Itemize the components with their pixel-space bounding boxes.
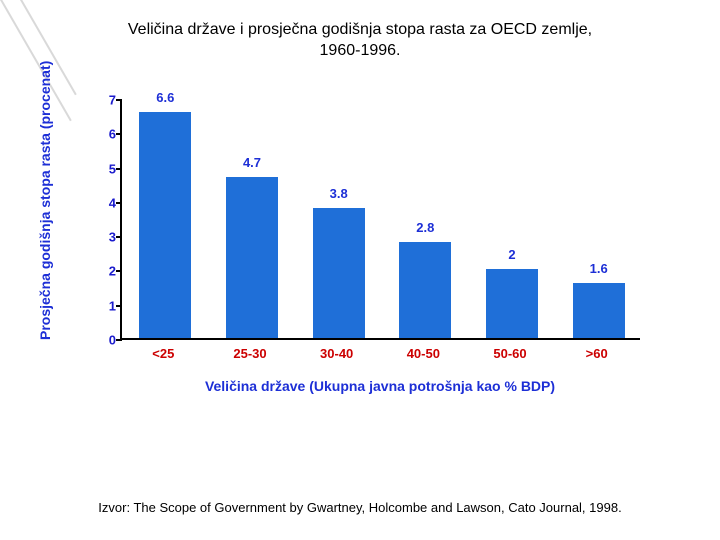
bar-value-label: 6.6 xyxy=(139,90,191,105)
bar-value-label: 2 xyxy=(486,247,538,262)
source-text: Izvor: The Scope of Government by Gwartn… xyxy=(0,500,720,515)
bars-container: 6.6 4.7 3.8 2.8 2 1.6 xyxy=(122,100,640,338)
y-tick-label: 7 xyxy=(94,93,116,108)
bar: 6.6 xyxy=(139,112,191,338)
y-tick-mark xyxy=(116,270,122,272)
x-tick-label: 50-60 xyxy=(493,346,526,361)
x-tick-label: <25 xyxy=(152,346,174,361)
bar: 1.6 xyxy=(573,283,625,338)
y-tick-label: 0 xyxy=(94,333,116,348)
plot-area: 6.64.73.82.821.6 01234567 xyxy=(120,100,640,340)
y-tick-mark xyxy=(116,202,122,204)
title-line1: Veličina države i prosječna godišnja sto… xyxy=(128,21,592,38)
y-tick-mark xyxy=(116,236,122,238)
x-axis-label: Veličina države (Ukupna javna potrošnja … xyxy=(120,378,640,394)
bar-value-label: 4.7 xyxy=(226,155,278,170)
bar: 2.8 xyxy=(399,242,451,338)
y-tick-label: 6 xyxy=(94,127,116,142)
y-tick-mark xyxy=(116,168,122,170)
bar-chart: Prosječna godišnja stopa rasta (procenat… xyxy=(50,100,670,410)
y-axis-label: Prosječna godišnja stopa rasta (procenat… xyxy=(37,100,53,340)
bar-value-label: 2.8 xyxy=(399,220,451,235)
x-tick-label: 25-30 xyxy=(233,346,266,361)
y-tick-label: 5 xyxy=(94,161,116,176)
bar-value-label: 3.8 xyxy=(313,186,365,201)
bar: 4.7 xyxy=(226,177,278,338)
y-tick-mark xyxy=(116,99,122,101)
y-tick-label: 1 xyxy=(94,298,116,313)
y-tick-label: 4 xyxy=(94,195,116,210)
y-tick-label: 3 xyxy=(94,230,116,245)
title-line2: 1960-1996. xyxy=(320,42,401,59)
y-tick-mark xyxy=(116,305,122,307)
y-tick-mark xyxy=(116,339,122,341)
y-tick-mark xyxy=(116,133,122,135)
page-title: Veličina države i prosječna godišnja sto… xyxy=(0,20,720,62)
bar: 2 xyxy=(486,269,538,338)
bar-value-label: 1.6 xyxy=(573,261,625,276)
x-tick-label: 30-40 xyxy=(320,346,353,361)
x-tick-label: 40-50 xyxy=(407,346,440,361)
y-tick-label: 2 xyxy=(94,264,116,279)
bar: 3.8 xyxy=(313,208,365,338)
x-tick-label: >60 xyxy=(586,346,608,361)
